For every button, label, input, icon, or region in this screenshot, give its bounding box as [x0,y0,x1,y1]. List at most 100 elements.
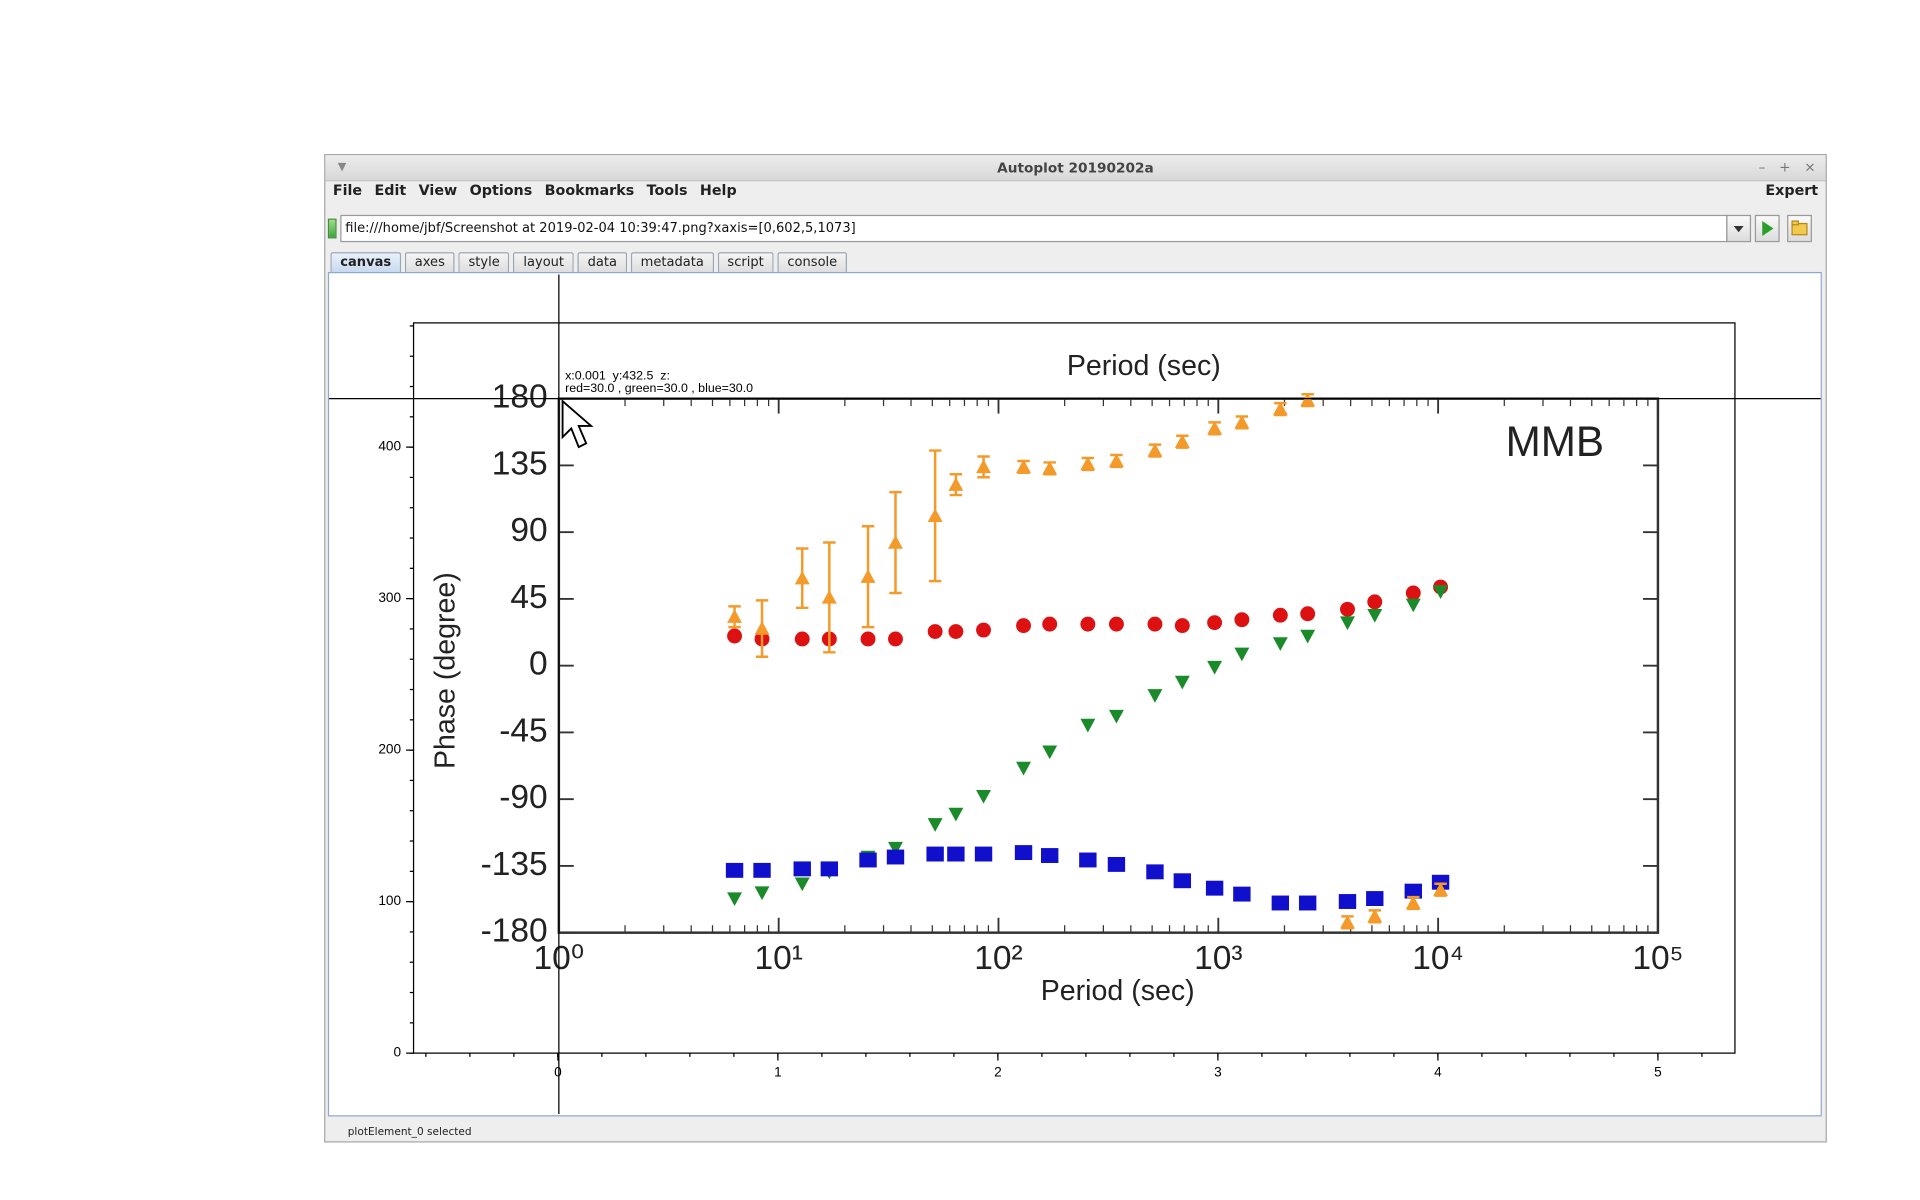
image-x-tick-label: 10² [974,940,1022,977]
minimize[interactable]: – [1758,158,1766,176]
point [947,846,965,862]
point [1271,895,1290,911]
tab[interactable]: axes [404,252,455,272]
image-y-tick-label: 45 [510,579,547,616]
image-x-tick-label: 10¹ [754,940,802,977]
point [1205,880,1224,896]
point [1272,637,1288,651]
x-tick-label: 5 [1654,1065,1662,1080]
open-button[interactable] [1787,214,1812,243]
point [1433,882,1449,896]
window-menu[interactable]: ▼ [337,161,347,174]
point [1080,718,1096,733]
address-row: file:///home/jbf/Screenshot at 2019-02-0… [327,214,1818,245]
x-tick-label: 2 [994,1065,1002,1080]
image-y-tick-label: 0 [529,646,548,683]
point [1108,709,1124,724]
image-frame [557,397,1660,934]
icon [1791,220,1808,236]
mode-toggle[interactable]: Expert [1765,181,1819,199]
point [948,624,964,639]
image-x-tick-label: 10⁵ [1632,940,1683,977]
point [793,861,811,877]
menu-item[interactable]: Help [699,181,737,199]
menu-item[interactable]: File [332,181,363,199]
point [727,628,743,644]
point [1234,612,1250,628]
image-y-tick-label: -135 [481,846,548,883]
point [860,631,876,647]
point [859,852,877,868]
icon [1762,221,1774,236]
point [948,807,964,822]
point [1080,616,1096,632]
icon [1733,226,1744,233]
point [1272,401,1288,416]
title-bar: ▼ Autoplot 20190202a – + × [325,155,1826,182]
menu-item[interactable]: Edit [374,181,407,199]
menu-item[interactable]: View [418,181,458,199]
point [1108,453,1124,468]
tab[interactable]: style [458,252,510,272]
point [1042,460,1058,475]
point [1340,601,1355,617]
point [1405,598,1421,613]
point [1173,873,1192,889]
image-y-tick-label: -180 [481,913,548,950]
point [1338,894,1357,909]
point [888,841,903,856]
point [727,609,743,623]
tab[interactable]: script [717,252,774,272]
point [1016,459,1031,474]
close[interactable]: × [1804,158,1816,176]
maximize[interactable]: + [1779,158,1791,176]
point [888,631,903,647]
tab[interactable]: canvas [330,252,402,272]
x-tick-label: 4 [1434,1065,1442,1080]
point [860,569,876,583]
point [820,861,839,877]
point [976,789,991,804]
point [1340,914,1355,929]
image-y-tick-label: -45 [499,712,547,749]
menu-bar: File Edit View Options Bookmarks Tools Help [333,181,1818,203]
point [1367,609,1383,623]
point [1433,585,1449,599]
menu-item[interactable]: Options [469,181,533,199]
tab[interactable]: data [577,252,627,272]
point [794,877,810,892]
readout-bg [562,368,794,395]
tab[interactable]: metadata [630,252,714,272]
tab[interactable]: console [777,252,848,272]
go-button[interactable] [1754,214,1780,243]
point [754,886,770,901]
point [1300,392,1316,407]
status-icon [327,218,337,239]
point [1272,607,1288,623]
point [794,631,810,647]
image-y-tick-label: -90 [499,779,547,816]
menu-item[interactable]: Bookmarks [544,181,635,199]
tab[interactable]: layout [513,252,574,272]
window-title: Autoplot 20190202a [997,160,1154,177]
point [821,589,837,604]
menu-item[interactable]: Tools [646,181,688,199]
address-field[interactable]: file:///home/jbf/Screenshot at 2019-02-0… [340,214,1728,243]
window-controls: – + × [1759,159,1816,175]
image-title: MMB [1506,418,1605,465]
point [1108,616,1124,632]
y-tick-label: 200 [378,742,401,757]
x-tick-label: 1 [774,1065,782,1080]
point [1300,629,1316,644]
point [976,622,991,638]
point [1405,895,1421,910]
point [886,849,905,865]
y-tick-label: 100 [378,893,401,908]
point [1233,886,1251,902]
point [948,477,964,491]
point [1405,585,1421,601]
point [976,459,991,474]
history-button[interactable] [1726,214,1752,243]
point [1174,675,1190,690]
